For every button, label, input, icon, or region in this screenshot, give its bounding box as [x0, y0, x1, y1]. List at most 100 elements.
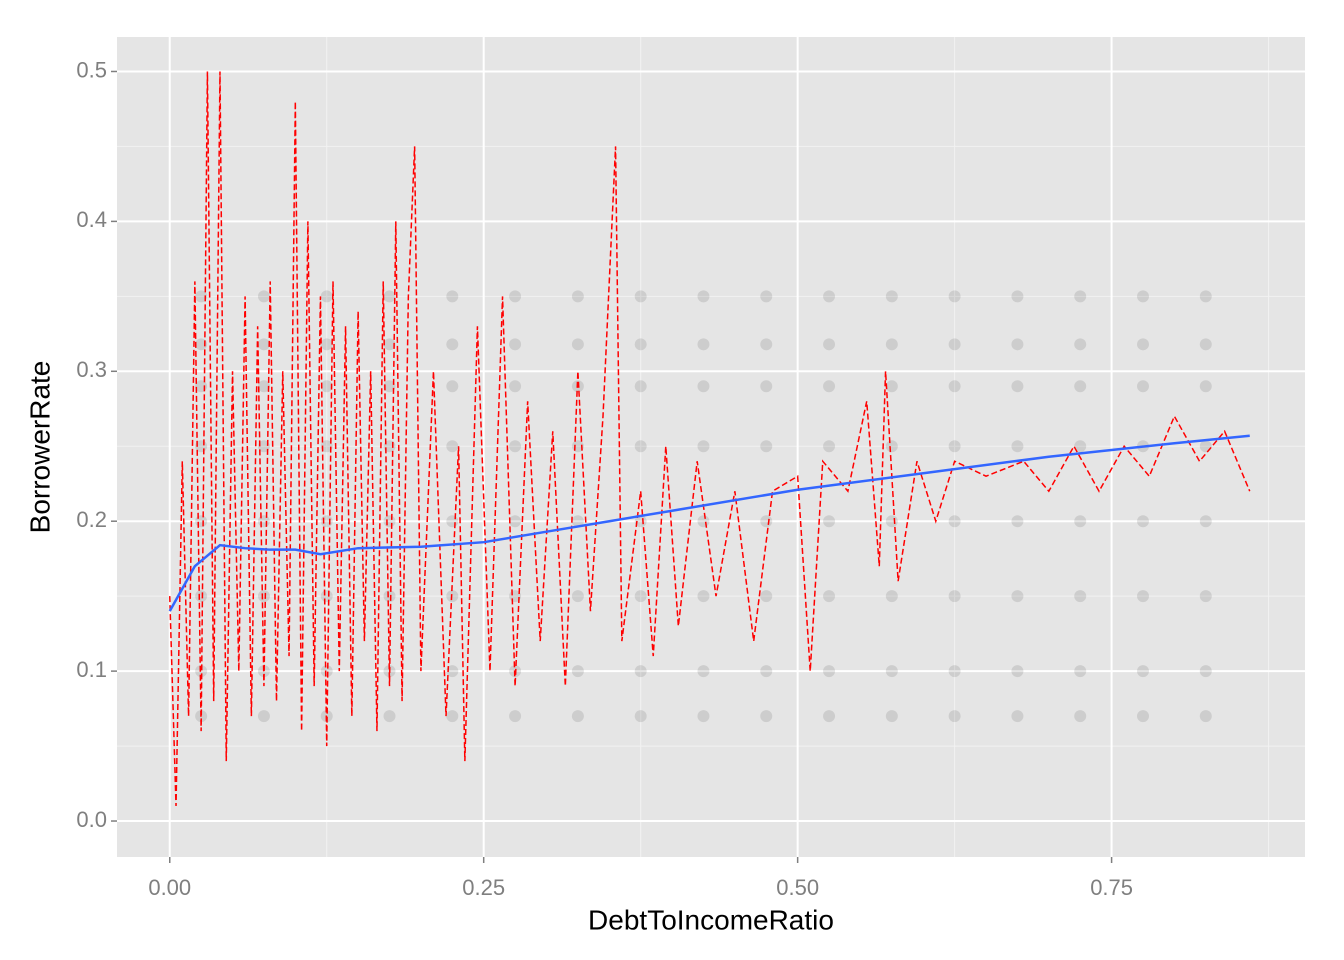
point: [697, 440, 710, 453]
point: [697, 710, 710, 723]
point: [760, 665, 773, 678]
point: [446, 338, 459, 351]
point: [948, 290, 961, 303]
point: [320, 590, 333, 603]
point: [195, 515, 208, 528]
point: [760, 380, 773, 393]
point: [383, 590, 396, 603]
point: [823, 515, 836, 528]
point: [823, 338, 836, 351]
point: [948, 590, 961, 603]
point: [1011, 590, 1024, 603]
point: [509, 440, 522, 453]
point: [571, 290, 584, 303]
point: [257, 380, 270, 393]
point: [948, 515, 961, 528]
point: [760, 515, 773, 528]
point: [1137, 665, 1149, 678]
point: [446, 380, 459, 393]
x-tick-label: 0.25: [462, 875, 505, 900]
y-tick-label: 0.0: [76, 807, 107, 832]
point: [948, 338, 961, 351]
point: [509, 515, 522, 528]
point: [1199, 290, 1212, 303]
smooth-line: [168, 434, 1250, 612]
x-axis-title: DebtToIncomeRatio: [588, 904, 834, 935]
point: [697, 338, 710, 351]
point: [446, 665, 459, 678]
point: [446, 290, 459, 303]
y-tick-label: 0.1: [76, 657, 107, 682]
point: [1011, 515, 1024, 528]
point: [571, 590, 584, 603]
point: [885, 590, 898, 603]
point: [697, 515, 710, 528]
point: [760, 338, 773, 351]
point: [1199, 710, 1212, 723]
point: [509, 290, 522, 303]
panel: [117, 37, 1305, 857]
point: [257, 515, 270, 528]
point: [823, 710, 836, 723]
point: [697, 380, 710, 393]
point: [634, 380, 647, 393]
point: [1074, 380, 1087, 393]
point: [948, 440, 961, 453]
point: [760, 710, 773, 723]
point: [1199, 665, 1212, 678]
point: [195, 665, 208, 678]
point: [634, 710, 647, 723]
point: [1074, 440, 1087, 453]
point: [760, 440, 773, 453]
point: [823, 290, 836, 303]
point: [509, 710, 522, 723]
point: [948, 665, 961, 678]
y-tick-label: 0.3: [76, 357, 107, 382]
point: [1137, 290, 1149, 303]
point: [320, 290, 333, 303]
point: [320, 380, 333, 393]
point: [885, 710, 898, 723]
point: [885, 665, 898, 678]
point: [446, 710, 459, 723]
point: [1011, 290, 1024, 303]
point: [257, 710, 270, 723]
point: [885, 380, 898, 393]
point: [697, 590, 710, 603]
point: [571, 665, 584, 678]
point: [885, 440, 898, 453]
point: [634, 590, 647, 603]
point: [1199, 590, 1212, 603]
point: [1074, 590, 1087, 603]
point: [1074, 710, 1087, 723]
y-tick-label: 0.5: [76, 57, 107, 82]
y-tick-label: 0.4: [76, 207, 107, 232]
point: [760, 290, 773, 303]
point: [1137, 380, 1149, 393]
x-tick-label: 0.00: [148, 875, 191, 900]
point: [320, 440, 333, 453]
point: [885, 290, 898, 303]
point: [1199, 440, 1212, 453]
point: [320, 338, 333, 351]
point: [257, 590, 270, 603]
x-tick-label: 0.75: [1090, 875, 1133, 900]
point: [446, 515, 459, 528]
point: [383, 338, 396, 351]
point: [1074, 338, 1087, 351]
point: [383, 290, 396, 303]
point: [823, 590, 836, 603]
point: [509, 338, 522, 351]
point: [885, 515, 898, 528]
point: [1137, 515, 1149, 528]
y-tick-label: 0.2: [76, 507, 107, 532]
point: [634, 338, 647, 351]
point: [1011, 338, 1024, 351]
point: [571, 338, 584, 351]
point: [760, 590, 773, 603]
point: [571, 515, 584, 528]
point: [1074, 290, 1087, 303]
point: [823, 665, 836, 678]
point: [634, 665, 647, 678]
point: [823, 380, 836, 393]
